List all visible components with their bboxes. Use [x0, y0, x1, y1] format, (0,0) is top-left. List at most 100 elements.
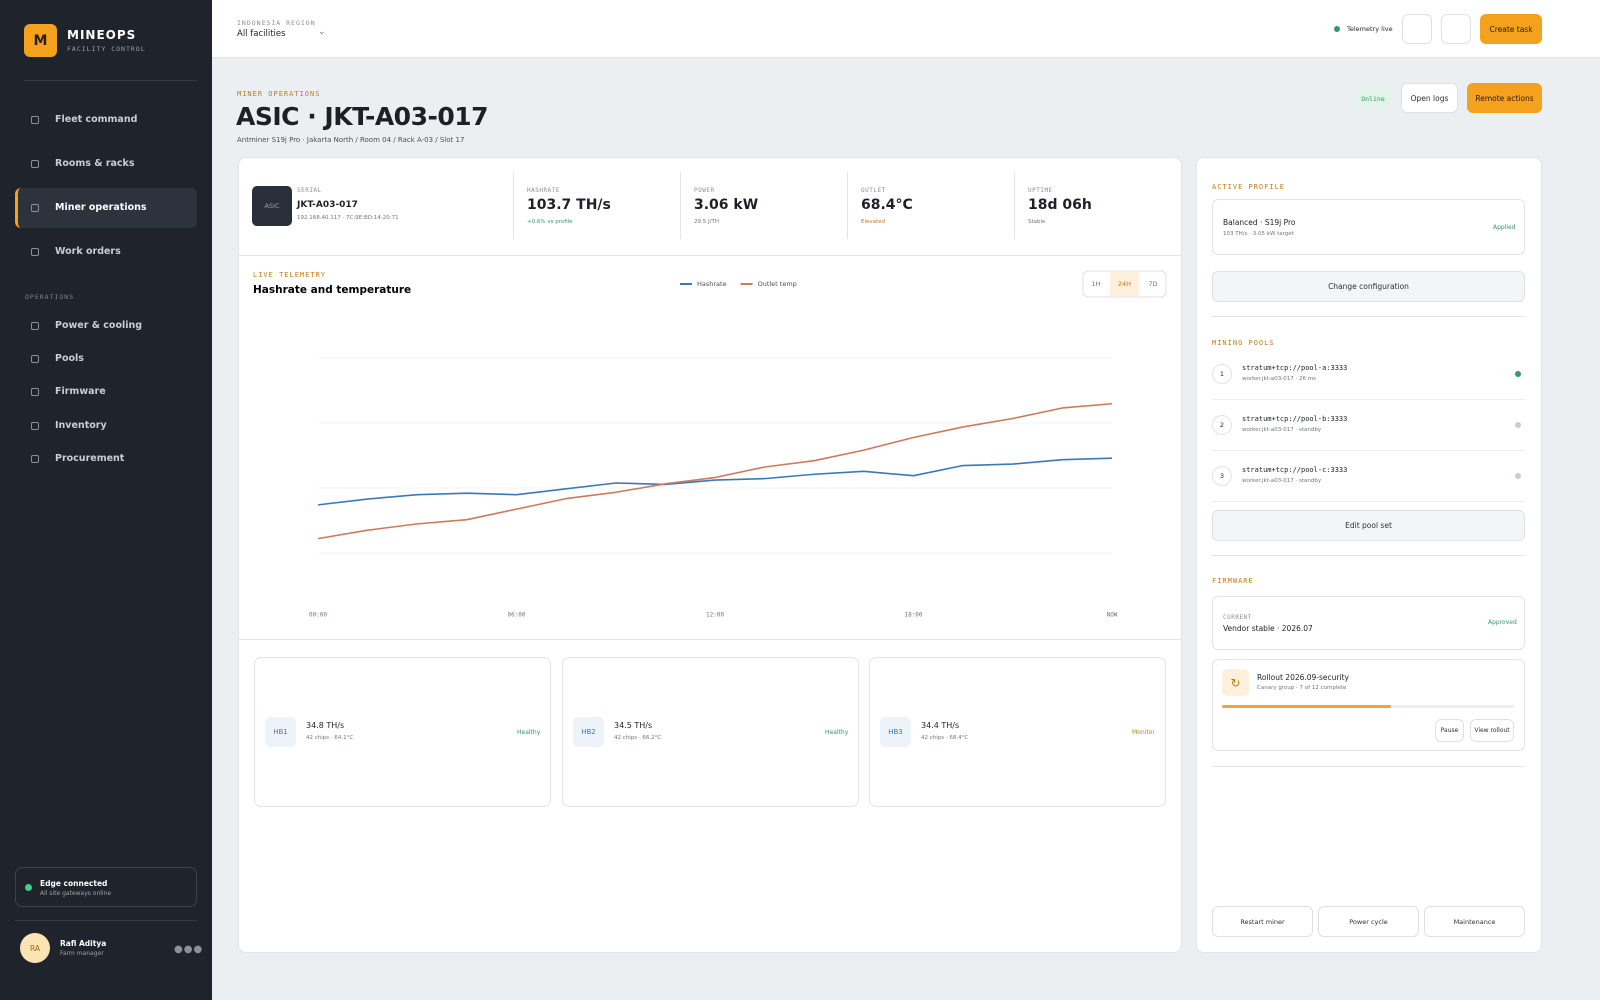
nav-icon: [31, 388, 39, 396]
pool-note: worker.jkt-a03-017 · 26 ms: [1242, 376, 1316, 382]
edge-dot: [25, 884, 32, 891]
avatar: RA: [20, 933, 50, 963]
pool-note: worker.jkt-a03-017 · standby: [1242, 478, 1322, 484]
profile-name: Balanced · S19j Pro: [1223, 218, 1296, 227]
nav-section: OPERATIONS: [25, 293, 75, 301]
stat-label: POWER: [694, 187, 715, 194]
board-card: [869, 657, 1166, 807]
eyebrow: MINER OPERATIONS: [237, 90, 321, 98]
stat-divider: [1014, 172, 1015, 239]
sidebar: M MINEOPS FACILITY CONTROL Fleet command…: [0, 0, 212, 1000]
stat-label: OUTLET: [861, 187, 886, 194]
region-select[interactable]: All facilities: [237, 29, 286, 39]
nav-item[interactable]: Procurement: [55, 453, 125, 464]
create-task[interactable]: Create task: [1480, 14, 1542, 44]
stat-note: +0.6% vs profile: [527, 219, 573, 225]
pool-dot: [1515, 473, 1521, 479]
nav-item[interactable]: Pools: [55, 353, 84, 364]
pools-eyebrow: MINING POOLS: [1212, 339, 1275, 347]
board-note: 42 chips · 68.4°C: [921, 735, 969, 741]
region-label: INDONESIA REGION: [237, 19, 316, 27]
user-menu[interactable]: ●●●: [174, 944, 204, 955]
brand-name: MINEOPS: [67, 28, 137, 42]
board-card: [562, 657, 859, 807]
rollout-note: Canary group · 7 of 12 complete: [1257, 685, 1347, 691]
edge-sub: All site gateways online: [40, 890, 112, 897]
x-tick-label: 00:00: [309, 612, 327, 619]
status-badge: Online: [1355, 87, 1391, 110]
edit-pools[interactable]: Edit pool set: [1212, 510, 1525, 541]
divider: [238, 639, 1182, 640]
range-button[interactable]: 1H: [1091, 280, 1100, 288]
board-rate: 34.4 TH/s: [921, 721, 960, 730]
stat-value: 3.06 kW: [694, 197, 759, 213]
nav-item[interactable]: Rooms & racks: [55, 158, 135, 169]
stat-note: 29.5 J/TH: [694, 219, 719, 225]
firmware-current: Vendor stable · 2026.07: [1223, 624, 1313, 633]
chevron[interactable]: ⌄: [318, 27, 326, 37]
board-note: 42 chips · 66.2°C: [614, 735, 662, 741]
action-button[interactable]: Restart miner: [1212, 906, 1313, 937]
series-line: [317, 402, 1113, 540]
nav-icon: [31, 455, 39, 463]
divider: [1212, 501, 1525, 502]
open-logs[interactable]: Open logs: [1401, 83, 1458, 113]
divider: [1212, 766, 1525, 767]
action-button[interactable]: Power cycle: [1318, 906, 1419, 937]
board-rate: 34.5 TH/s: [614, 721, 653, 730]
stat-value: 103.7 TH/s: [527, 197, 611, 213]
range-button[interactable]: 24H: [1118, 280, 1131, 288]
rollout-box: [1212, 659, 1525, 751]
icon-button[interactable]: [1441, 14, 1471, 44]
board-status: Healthy: [825, 729, 849, 736]
x-tick-label: 18:00: [904, 612, 922, 619]
nav-item[interactable]: Inventory: [55, 420, 107, 431]
nav-item[interactable]: Power & cooling: [55, 320, 143, 331]
stat-divider: [680, 172, 681, 239]
brand-sub: FACILITY CONTROL: [67, 45, 146, 53]
pool-url: stratum+tcp://pool-b:3333: [1242, 415, 1348, 423]
icon-button[interactable]: [1402, 14, 1432, 44]
nav-item[interactable]: Miner operations: [55, 202, 147, 213]
nav-item[interactable]: Firmware: [55, 386, 106, 397]
series-line: [317, 457, 1113, 506]
nav-item[interactable]: Work orders: [55, 246, 121, 257]
remote-actions[interactable]: Remote actions: [1467, 83, 1542, 113]
divider: [1212, 399, 1525, 400]
nav-icon: [31, 116, 39, 124]
board-note: 42 chips · 64.1°C: [306, 735, 354, 741]
board-id: HB3: [880, 717, 911, 747]
progress-track: [1222, 705, 1514, 708]
nav-active[interactable]: [15, 188, 197, 228]
logo: M: [24, 24, 57, 57]
rollout-icon: ↻: [1222, 669, 1249, 696]
divider: [1212, 450, 1525, 451]
change-config[interactable]: Change configuration: [1212, 271, 1525, 302]
nav-icon: [31, 160, 39, 168]
edge-box: [15, 867, 197, 907]
profile-note: 103 TH/s · 3.05 kW target: [1223, 231, 1294, 237]
divider: [15, 920, 197, 921]
user-role: Farm manager: [60, 950, 104, 957]
action-button[interactable]: Maintenance: [1424, 906, 1525, 937]
stat-label: HASHRATE: [527, 187, 560, 194]
profile-box: [1212, 199, 1525, 255]
board-id: HB1: [265, 717, 296, 747]
divider: [24, 80, 197, 81]
chart: LIVE TELEMETRY Hashrate and temperature …: [253, 270, 1167, 619]
legend-label: Hashrate: [697, 280, 727, 288]
nav-item[interactable]: Fleet command: [55, 114, 138, 125]
profile-status: Applied: [1493, 224, 1516, 231]
pool-dot: [1515, 422, 1521, 428]
stat-divider: [847, 172, 848, 239]
chart-eyebrow: LIVE TELEMETRY: [253, 271, 326, 279]
pool-url: stratum+tcp://pool-c:3333: [1242, 466, 1348, 474]
page-subtitle: Antminer S19j Pro · Jakarta North / Room…: [237, 136, 465, 144]
stat-label: SERIAL: [297, 187, 322, 194]
pause[interactable]: Pause: [1435, 719, 1464, 742]
nav-icon: [31, 355, 39, 363]
board-status: Healthy: [517, 729, 541, 736]
view-rollout[interactable]: View rollout: [1470, 719, 1514, 742]
range-button[interactable]: 7D: [1148, 280, 1157, 288]
